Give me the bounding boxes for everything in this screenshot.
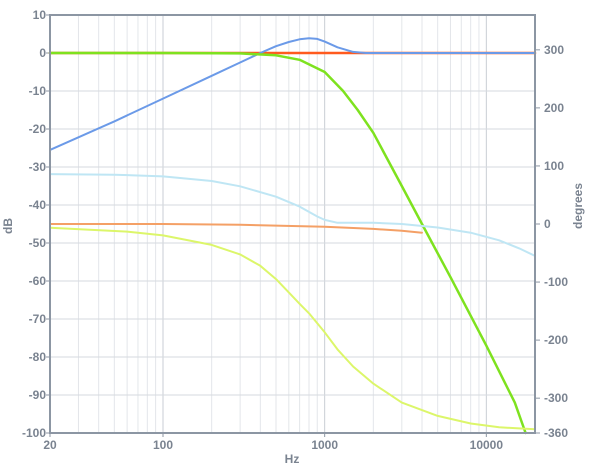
y2-tick-label: -200 xyxy=(544,333,568,347)
x-tick-label: 10000 xyxy=(470,438,504,452)
y-tick-label: -70 xyxy=(29,312,47,326)
y-tick-label: 10 xyxy=(33,8,47,22)
y-tick-label: -90 xyxy=(29,388,47,402)
x-tick-label: 20 xyxy=(43,438,57,452)
y-tick-label: -30 xyxy=(29,160,47,174)
y2-tick-label: 100 xyxy=(544,159,564,173)
y-tick-label: -50 xyxy=(29,236,47,250)
series-lines xyxy=(48,37,537,435)
plot-frame xyxy=(49,14,536,434)
y2-tick-label: -360 xyxy=(544,426,568,440)
y-axis-label: dB xyxy=(1,218,15,234)
series-line-3 xyxy=(48,51,527,435)
x-tick-label: 1000 xyxy=(311,438,338,452)
series-line-2 xyxy=(49,37,536,151)
x-axis-label: Hz xyxy=(285,452,300,466)
y2-tick-label: -100 xyxy=(544,275,568,289)
y2-tick-label: 300 xyxy=(544,43,564,57)
y-tick-label: -40 xyxy=(29,198,47,212)
y-tick-label: -10 xyxy=(29,84,47,98)
y-tick-label: -20 xyxy=(29,122,47,136)
y-tick-label: -100 xyxy=(22,426,46,440)
y2-axis-label: degrees xyxy=(571,183,585,229)
series-line-4 xyxy=(49,173,536,257)
y2-tick-label: 0 xyxy=(544,217,551,231)
series-line-5 xyxy=(49,223,423,234)
y-tick-label: -60 xyxy=(29,274,47,288)
y-tick-label: 0 xyxy=(39,46,46,60)
y-tick-label: -80 xyxy=(29,350,47,364)
y2-tick-label: 200 xyxy=(544,101,564,115)
y2-tick-label: -300 xyxy=(544,391,568,405)
series-line-6 xyxy=(49,226,536,431)
x-tick-label: 100 xyxy=(153,438,173,452)
axis-ticks: 20 100 1000 10000100-10-20-30-40-50-60-70-8… xyxy=(22,8,568,452)
